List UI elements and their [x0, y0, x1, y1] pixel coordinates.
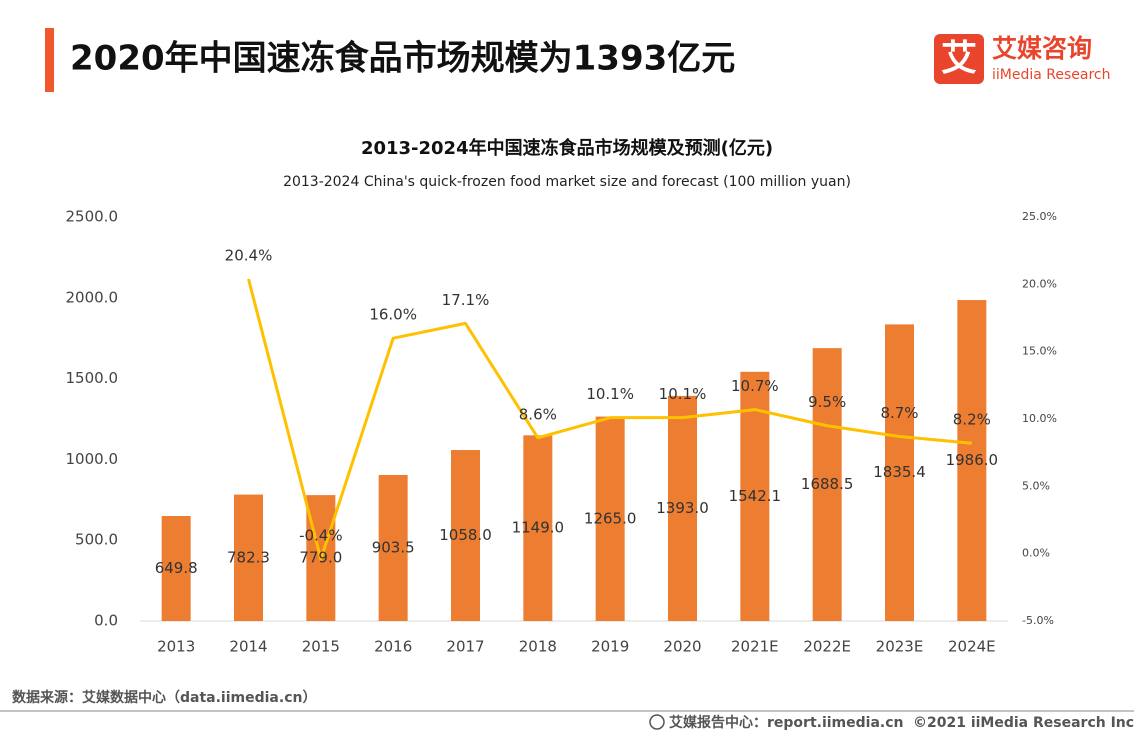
y-tick-label: 0.0	[94, 612, 118, 630]
y2-tick-label: 0.0%	[1022, 547, 1050, 560]
globe-icon	[649, 714, 665, 730]
y-tick-label: 500.0	[75, 531, 118, 549]
x-tick-label: 2016	[374, 638, 412, 656]
bar	[451, 450, 480, 621]
bar	[523, 435, 553, 621]
x-tick-label: 2019	[591, 638, 629, 656]
x-tick-label: 2018	[519, 638, 557, 656]
y2-tick-label: 5.0%	[1022, 479, 1050, 492]
growth-value-label: 9.5%	[808, 393, 846, 411]
growth-value-label: 8.6%	[519, 405, 557, 423]
growth-value-label: 8.7%	[880, 404, 918, 422]
title-accent	[45, 28, 54, 92]
growth-value-label: -0.4%	[299, 527, 343, 545]
growth-value-label: 16.0%	[369, 306, 417, 324]
x-tick-label: 2023E	[876, 638, 924, 656]
chart-subtitle: 2013-2024 China's quick-frozen food mark…	[283, 174, 851, 190]
x-tick-label: 2017	[446, 638, 484, 656]
y-tick-label: 1500.0	[66, 369, 119, 387]
bar-value-label: 1058.0	[439, 526, 492, 544]
logo-box	[934, 34, 984, 84]
source: 数据来源：艾媒数据中心（data.iimedia.cn）	[12, 689, 316, 706]
x-tick-label: 2014	[229, 638, 267, 656]
bar	[885, 324, 914, 621]
bar-value-label: 1688.5	[801, 475, 854, 493]
bar-value-label: 782.3	[227, 548, 270, 566]
bar-value-label: 1149.0	[512, 519, 565, 537]
growth-value-label: 20.4%	[225, 246, 273, 264]
logo-mark: 艾	[941, 38, 977, 79]
y2-tick-label: 25.0%	[1022, 210, 1057, 223]
report-site: 艾媒报告中心：report.iimedia.cn	[669, 714, 904, 731]
bar	[812, 348, 842, 621]
growth-value-label: 8.2%	[953, 411, 991, 429]
growth-value-label: 10.1%	[586, 385, 634, 403]
copyright: ©2021 iiMedia Research Inc	[913, 715, 1134, 731]
x-tick-label: 2022E	[803, 638, 851, 656]
x-tick-label: 2020	[663, 638, 701, 656]
bar-value-label: 779.0	[299, 549, 342, 567]
x-tick-label: 2015	[302, 638, 340, 656]
logo-name: 艾媒咨询	[992, 34, 1092, 63]
x-tick-label: 2024E	[948, 638, 996, 656]
bar-value-label: 1986.0	[946, 451, 999, 469]
bar-value-label: 903.5	[372, 538, 415, 556]
y2-tick-label: -5.0%	[1022, 614, 1054, 627]
bar	[378, 474, 408, 621]
chart-title: 2013-2024年中国速冻食品市场规模及预测(亿元)	[361, 137, 773, 159]
logo-sub: iiMedia Research	[992, 67, 1111, 83]
bar-value-label: 1835.4	[873, 463, 926, 481]
page-title: 2020年中国速冻食品市场规模为1393亿元	[70, 39, 735, 79]
growth-value-label: 17.1%	[442, 291, 490, 309]
growth-value-label: 10.7%	[731, 377, 779, 395]
y-tick-label: 1000.0	[66, 450, 119, 468]
growth-value-label: 10.1%	[659, 385, 707, 403]
bar-value-label: 1542.1	[729, 487, 782, 505]
bar	[957, 300, 987, 621]
y-tick-label: 2000.0	[66, 288, 119, 306]
bar	[668, 395, 697, 621]
y-tick-label: 2500.0	[66, 208, 119, 226]
bar	[595, 416, 625, 621]
y2-tick-label: 20.0%	[1022, 277, 1057, 290]
bar-value-label: 1393.0	[656, 499, 709, 517]
bar-value-label: 1265.0	[584, 509, 637, 527]
bar-value-label: 649.8	[155, 559, 198, 577]
growth-line	[247, 278, 972, 561]
x-tick-label: 2021E	[731, 638, 779, 656]
bar	[234, 494, 263, 621]
x-tick-label: 2013	[157, 638, 195, 656]
y2-tick-label: 15.0%	[1022, 345, 1057, 358]
bar	[161, 515, 191, 621]
y2-tick-label: 10.0%	[1022, 412, 1057, 425]
bar	[740, 371, 770, 621]
